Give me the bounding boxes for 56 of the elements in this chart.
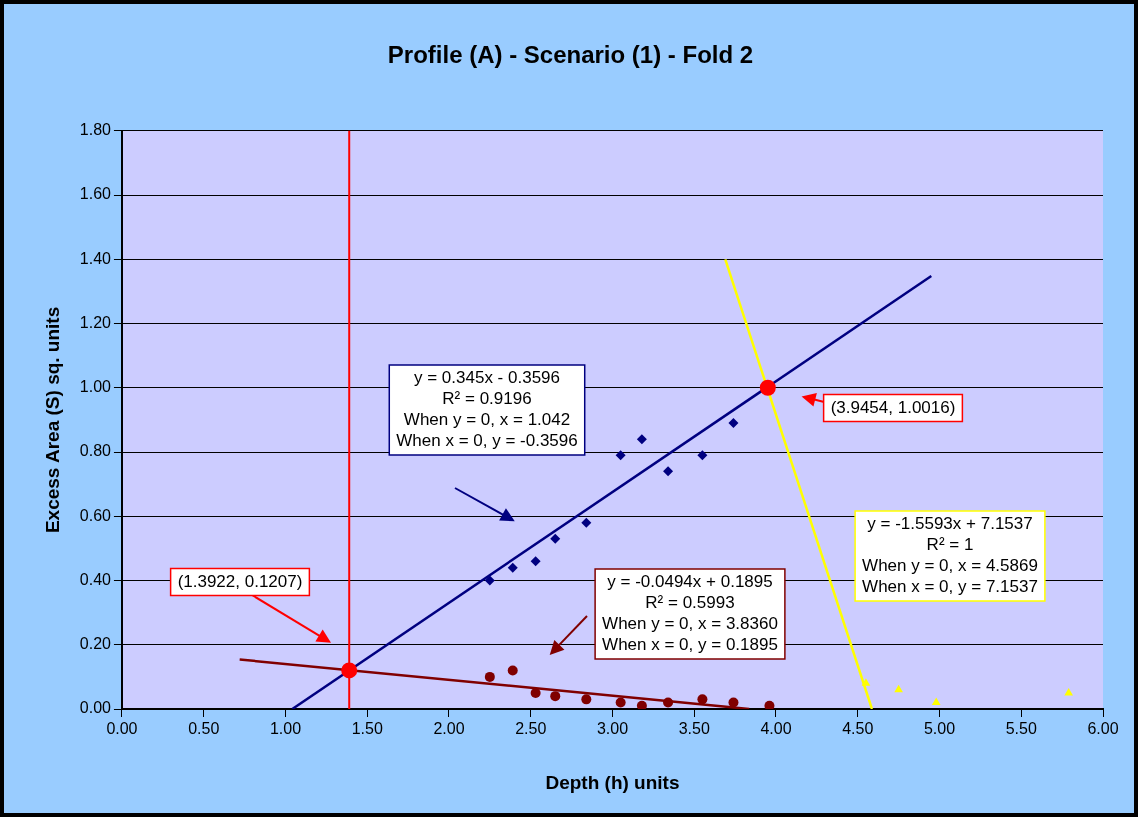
point [728, 697, 739, 708]
point [507, 562, 518, 573]
point [550, 533, 561, 544]
point [581, 517, 592, 528]
annotation: y = 0.345x - 0.3596 R² = 0.9196 When y = 0, x = 1.042 When x = 0, y = -0.3596 [396, 368, 578, 451]
x-tick-label: 4.00 [760, 720, 792, 738]
point [581, 694, 592, 705]
x-tick-label: 5.00 [923, 720, 956, 738]
y-tick-label: 0.20 [79, 635, 112, 653]
point [697, 694, 708, 705]
x-tick-label: 2.00 [433, 720, 465, 738]
point [484, 575, 495, 586]
x-tick-label: 5.50 [1005, 720, 1037, 738]
point [728, 418, 739, 429]
y-tick-label: 1.60 [79, 185, 112, 203]
point [861, 678, 871, 686]
x-tick-label: 2.50 [515, 720, 547, 738]
point [759, 379, 776, 396]
x-tick-label: 3.00 [596, 720, 629, 738]
y-tick-label: 0.00 [79, 699, 112, 717]
annotation: (1.3922, 0.1207) [177, 571, 303, 591]
x-tick-label: 6.00 [1087, 720, 1119, 738]
point [1064, 687, 1073, 696]
point [894, 684, 903, 693]
point [931, 697, 941, 706]
point [663, 697, 674, 708]
y-axis-title: Excess Area (S) sq. units [41, 306, 63, 534]
x-tick-label: 1.00 [269, 720, 302, 738]
annotation: (3.9454, 1.0016) [830, 397, 956, 417]
annotation: y = -0.0494x + 0.1895 R² = 0.5993 When y = 0, x = 3.8360 When x = 0, y = 0.1895 [602, 572, 778, 655]
y-tick-label: 1.80 [79, 121, 112, 139]
annotation: y = -1.5593x + 7.1537 R² = 1 When y = 0, x = 4.5869 When x = 0, y = 7.1537 [862, 514, 1038, 597]
y-tick-label: 1.20 [79, 313, 112, 331]
y-tick-label: 1.00 [79, 378, 112, 396]
y-tick-label: 0.80 [79, 442, 112, 460]
point [764, 700, 775, 709]
point [615, 697, 626, 708]
point [697, 450, 708, 461]
x-tick-label: 4.50 [842, 720, 874, 738]
chart-title: Profile (A) - Scenario (1) - Fold 2 [387, 41, 754, 69]
y-tick-label: 0.40 [79, 570, 112, 588]
x-tick-label: 1.50 [351, 720, 383, 738]
y-tick-label: 1.40 [79, 249, 112, 267]
point [636, 700, 647, 709]
y-tick-label: 0.60 [79, 506, 112, 524]
point [663, 466, 674, 477]
point [484, 671, 495, 682]
x-axis-title: Depth (h) units [545, 771, 680, 793]
point [530, 556, 541, 567]
point [507, 665, 518, 676]
point [550, 691, 561, 702]
point [615, 450, 626, 461]
x-tick-label: 0.50 [188, 720, 220, 738]
point [636, 434, 647, 445]
x-tick-label: 3.50 [678, 720, 710, 738]
x-tick-label: 0.00 [106, 720, 138, 738]
